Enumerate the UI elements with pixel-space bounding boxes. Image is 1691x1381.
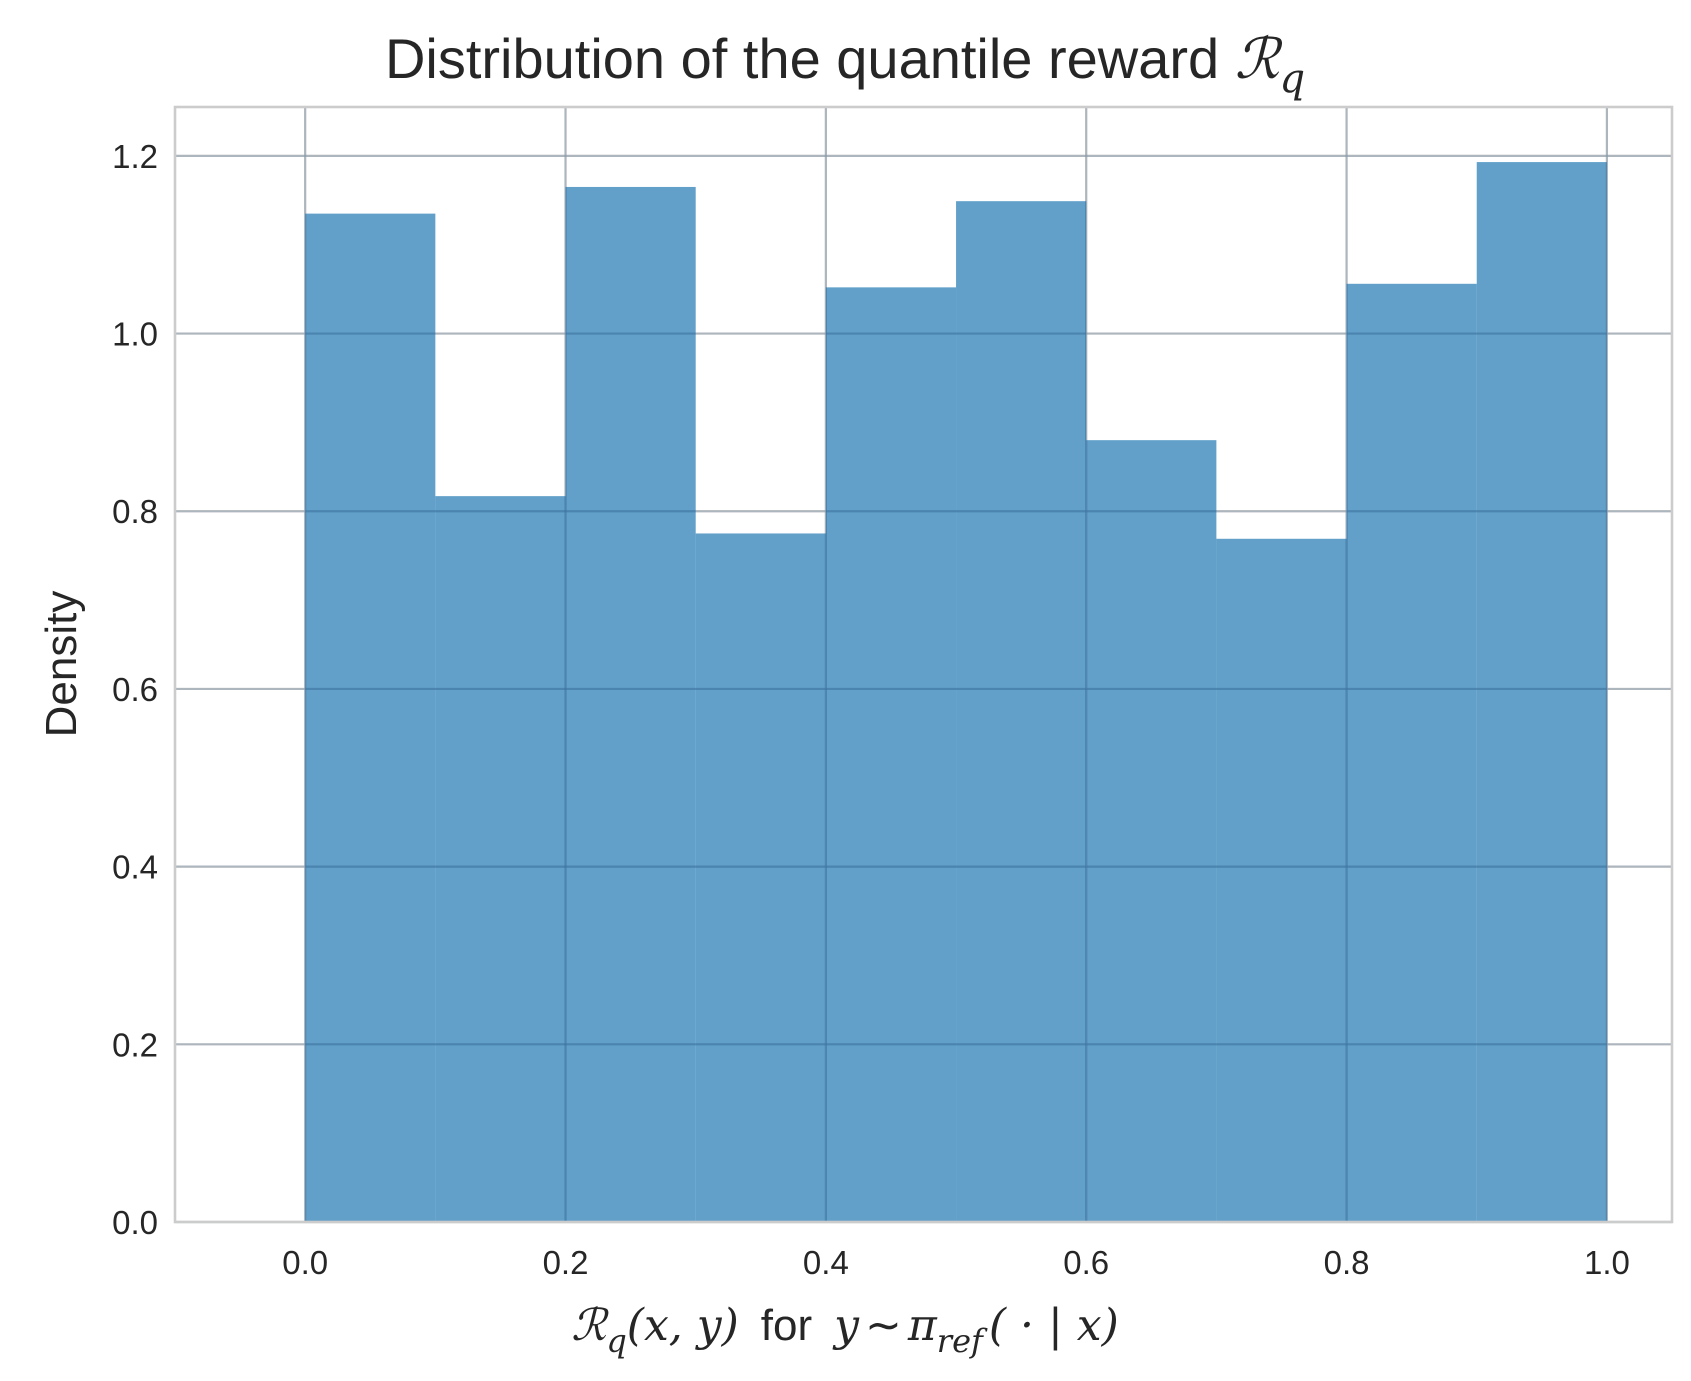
y-tick-label: 0.2 [112, 1026, 158, 1063]
x-tick-label: 0.2 [543, 1244, 589, 1281]
chart-title: Distribution of the quantile reward ℛq [385, 27, 1305, 102]
histogram-bar [1346, 283, 1477, 1223]
y-tick-label: 0.6 [112, 671, 158, 708]
plot-frame [173, 105, 1674, 1224]
x-tick-label: 0.8 [1324, 1244, 1370, 1281]
y-tick-labels: 0.0 0.2 0.4 0.6 0.8 1.0 1.2 [112, 138, 158, 1241]
histogram-bars [305, 162, 1607, 1223]
x-tick-label: 1.0 [1584, 1244, 1630, 1281]
histogram-bar [825, 287, 957, 1222]
y-tick-label: 0.0 [112, 1204, 158, 1241]
x-tick-label: 0.0 [282, 1244, 328, 1281]
x-axis-label: ℛq(x, y) for y ∼ πref( · | x) [571, 1300, 1119, 1360]
histogram-bar [435, 496, 566, 1223]
x-tick-label: 0.6 [1063, 1244, 1109, 1281]
y-tick-label: 0.8 [112, 493, 158, 530]
y-tick-label: 1.0 [112, 316, 158, 353]
y-axis-label: Density [37, 591, 86, 738]
y-tick-label: 1.2 [112, 138, 158, 175]
histogram-bar [956, 201, 1087, 1222]
x-tick-label: 0.4 [803, 1244, 849, 1281]
x-tick-labels: 0.0 0.2 0.4 0.6 0.8 1.0 [282, 1244, 1630, 1281]
y-tick-label: 0.4 [112, 849, 158, 886]
histogram-bar [305, 213, 436, 1223]
histogram-bar [1216, 538, 1347, 1222]
histogram-bar [1476, 162, 1607, 1223]
histogram-bar [695, 533, 826, 1222]
histogram-bar [565, 186, 696, 1222]
histogram-bar [1086, 440, 1217, 1222]
